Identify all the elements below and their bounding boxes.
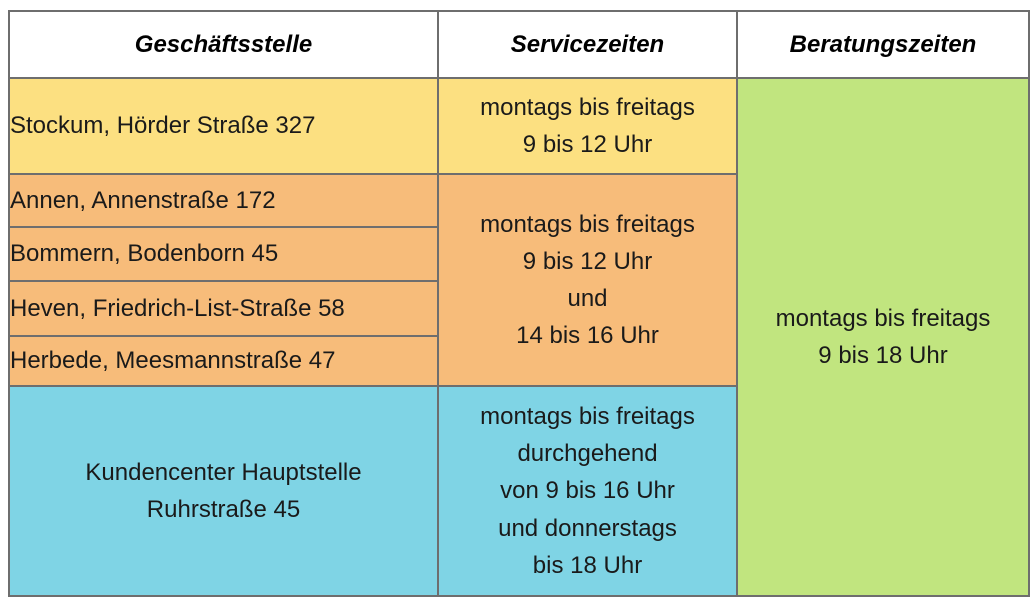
table-row-bommern: Bommern, Bodenborn 45 bbox=[8, 226, 1029, 282]
table-row-stockum: Stockum, Hörder Straße 327 montags bis f… bbox=[8, 77, 1030, 597]
column-header-office: Geschäftsstelle bbox=[8, 10, 439, 79]
office-cell-stockum: Stockum, Hörder Straße 327 bbox=[8, 77, 439, 175]
table-row-heven: Heven, Friedrich-List-Straße 58 bbox=[8, 280, 1029, 337]
table-row-kundencenter: Kundencenter Hauptstelle Ruhrstraße 45 m… bbox=[8, 385, 1029, 597]
office-cell-herbede: Herbede, Meesmannstraße 47 bbox=[8, 335, 439, 387]
table-row-annen: Annen, Annenstraße 172 montags bis freit… bbox=[8, 173, 1029, 387]
consulting-hours-cell: montags bis freitags 9 bis 18 Uhr bbox=[736, 77, 1030, 597]
header-row: Geschäftsstelle Servicezeiten Beratungsz… bbox=[8, 10, 1030, 79]
office-cell-annen: Annen, Annenstraße 172 bbox=[8, 173, 439, 228]
table-row-herbede: Herbede, Meesmannstraße 47 bbox=[8, 335, 1029, 387]
opening-hours-table-container: Geschäftsstelle Servicezeiten Beratungsz… bbox=[8, 10, 1030, 597]
column-header-consulting-times: Beratungszeiten bbox=[736, 10, 1030, 79]
office-cell-kundencenter: Kundencenter Hauptstelle Ruhrstraße 45 bbox=[8, 385, 439, 597]
opening-hours-table: Geschäftsstelle Servicezeiten Beratungsz… bbox=[8, 10, 1030, 597]
service-cell-branches: montags bis freitags 9 bis 12 Uhr und 14… bbox=[437, 173, 738, 387]
office-cell-bommern: Bommern, Bodenborn 45 bbox=[8, 226, 439, 282]
service-cell-kundencenter: montags bis freitags durchgehend von 9 b… bbox=[437, 385, 738, 597]
column-header-service-times: Servicezeiten bbox=[437, 10, 738, 79]
office-cell-heven: Heven, Friedrich-List-Straße 58 bbox=[8, 280, 439, 337]
service-cell-stockum: montags bis freitags 9 bis 12 Uhr bbox=[437, 77, 738, 175]
